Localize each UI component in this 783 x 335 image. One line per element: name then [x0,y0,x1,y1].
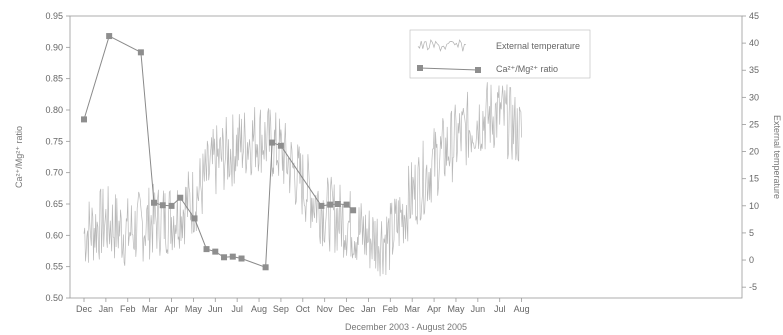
x-tick-label: Aug [514,304,530,314]
ratio-point [168,202,175,209]
x-tick-label: May [447,304,465,314]
ratio-point [81,116,87,123]
x-tick-label: Jun [208,304,223,314]
legend-ratio-marker [417,65,423,71]
y-right-tick-label: 5 [749,228,754,238]
x-tick-label: Oct [296,304,311,314]
x-tick-label: Jul [231,304,243,314]
x-tick-label: Jun [471,304,486,314]
y-left-axis-label: Ca²⁺/Mg²⁺ ratio [14,126,24,188]
ratio-point [191,215,198,222]
y-right-tick-label: 15 [749,174,759,184]
ratio-point [203,246,210,253]
y-left-tick-label: 0.85 [45,74,63,84]
x-tick-label: Jan [99,304,114,314]
x-tick-label: Apr [165,304,179,314]
y-left-tick-label: 0.80 [45,105,63,115]
ratio-point [151,199,158,206]
y-right-tick-label: 45 [749,11,759,21]
legend-label-ratio: Ca²⁺/Mg²⁺ ratio [496,64,558,74]
y-right-tick-label: 40 [749,38,759,48]
ratio-point [343,201,350,208]
y-right-tick-label: 30 [749,92,759,102]
y-left-tick-label: 0.95 [45,11,63,21]
ratio-point [277,142,284,149]
y-right-tick-label: -5 [749,282,757,292]
y-right-tick-label: 35 [749,65,759,75]
y-right-tick-label: 20 [749,147,759,157]
ratio-point [350,207,357,214]
legend-ratio-line [419,67,479,71]
temperature-line [83,82,522,277]
y-right-tick-label: 10 [749,201,759,211]
ratio-point [221,254,228,261]
legend-box [409,29,591,79]
legend-ratio-marker [475,67,481,73]
x-tick-label: Nov [317,304,334,314]
legend-temperature-swatch [417,39,467,52]
ratio-point [262,264,269,271]
y-left-tick-label: 0.90 [45,42,63,52]
x-tick-label: Sep [273,304,289,314]
legend: External temperature Ca²⁺/Mg²⁺ ratio [409,29,591,79]
y-left-tick-label: 0.60 [45,230,63,240]
ratio-point [238,255,245,262]
y-left-tick-label: 0.65 [45,199,63,209]
x-axis-label: December 2003 - August 2005 [345,322,467,332]
y-left-tick-label: 0.55 [45,262,63,272]
temperature-series [83,82,522,277]
x-tick-label: Apr [427,304,441,314]
axes: 0.50 0.55 0.60 0.65 0.70 0.75 0.80 0.85 0.90 0.95… [14,11,782,332]
ratio-point [334,201,341,207]
ratio-point [137,49,144,56]
ratio-point [229,253,236,260]
x-tick-label: Feb [120,304,136,314]
x-tick-label: Mar [404,304,420,314]
y-left-tick-label: 0.70 [45,168,63,178]
ratio-point [177,194,184,201]
ratio-point [327,201,334,208]
y-right-tick-label: 25 [749,119,759,129]
ratio-point [106,33,113,40]
x-tick-label: Jul [494,304,506,314]
y-left-tick-label: 0.50 [45,293,63,303]
x-tick-label: Mar [142,304,158,314]
x-tick-label: Dec [76,304,93,314]
y-right-axis-label: External temperature [772,115,782,199]
x-tick-label: Jan [361,304,376,314]
x-tick-label: Aug [251,304,267,314]
x-tick-label: Feb [383,304,399,314]
ratio-point [269,139,276,146]
legend-label-temperature: External temperature [496,41,580,51]
x-tick-label: May [185,304,203,314]
ratio-point [318,202,325,209]
x-tick-label: Dec [339,304,356,314]
plot-frame [69,15,743,299]
ratio-point [212,248,219,255]
y-left-tick-label: 0.75 [45,136,63,146]
ratio-point [159,202,166,209]
ratio-series [81,33,357,271]
y-right-tick-label: 0 [749,255,754,265]
